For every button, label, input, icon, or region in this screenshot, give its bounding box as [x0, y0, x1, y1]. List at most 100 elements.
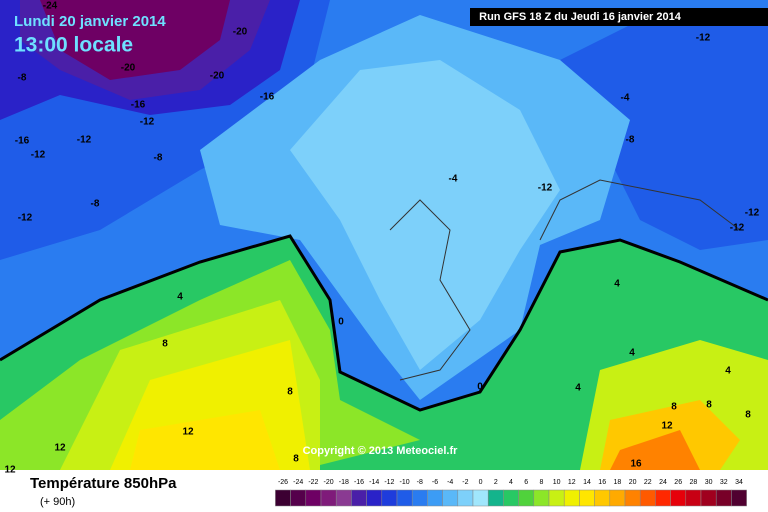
- contour-label: 12: [182, 427, 194, 438]
- scale-tick-label: 16: [598, 479, 606, 486]
- scale-swatch: [563, 489, 580, 507]
- scale-swatch: [579, 489, 595, 507]
- scale-swatch: [548, 489, 565, 507]
- contour-label: 16: [630, 459, 642, 470]
- scale-tick-label: 30: [705, 479, 713, 486]
- contour-label: -8: [154, 153, 163, 164]
- scale-swatch: [503, 489, 519, 507]
- contour-label: -8: [91, 199, 100, 210]
- contour-label: 8: [162, 339, 168, 350]
- scale-tick-label: -6: [432, 479, 438, 486]
- contour-label: 4: [614, 279, 620, 290]
- scale-tick-label: -8: [417, 479, 423, 486]
- contour-label: -4: [621, 93, 630, 104]
- scale-swatch: [487, 489, 504, 507]
- scale-tick-label: 28: [690, 479, 698, 486]
- scale-tick-label: -26: [278, 479, 288, 486]
- scale-swatch: [396, 489, 413, 507]
- contour-label: -12: [140, 117, 155, 128]
- contour-label: -12: [18, 213, 33, 224]
- scale-swatch: [518, 489, 535, 507]
- scale-tick-label: 8: [539, 479, 543, 486]
- run-info: Run GFS 18 Z du Jeudi 16 janvier 2014: [479, 11, 682, 23]
- scale-tick-label: -22: [308, 479, 318, 486]
- scale-tick-label: 34: [735, 479, 743, 486]
- scale-swatch: [594, 489, 611, 507]
- scale-tick-label: 18: [614, 479, 622, 486]
- scale-tick-label: 6: [524, 479, 528, 486]
- contour-label: 8: [706, 400, 712, 411]
- scale-swatch: [715, 489, 732, 507]
- contour-label: -4: [449, 174, 458, 185]
- contour-label: -8: [626, 135, 635, 146]
- scale-tick-label: 32: [720, 479, 728, 486]
- contour-label: 8: [287, 387, 293, 398]
- run-box: [470, 8, 768, 26]
- scale-swatch: [442, 489, 459, 507]
- contour-label: 4: [725, 366, 731, 377]
- contour-label: 12: [4, 465, 16, 476]
- scale-swatch: [427, 489, 443, 507]
- contour-label: -16: [15, 136, 30, 147]
- scale-tick-label: 4: [509, 479, 513, 486]
- scale-tick-label: 24: [659, 479, 667, 486]
- contour-label: -16: [131, 100, 146, 111]
- contour-label: 4: [575, 383, 581, 394]
- copyright: Copyright © 2013 Meteociel.fr: [303, 445, 459, 457]
- scale-tick-label: -14: [369, 479, 379, 486]
- scale-swatch: [609, 489, 626, 507]
- scale-swatch: [411, 489, 428, 507]
- contour-label: -20: [210, 71, 225, 82]
- scale-tick-label: -12: [384, 479, 394, 486]
- scale-swatch: [381, 489, 398, 507]
- scale-swatch: [472, 489, 489, 507]
- scale-tick-label: -2: [462, 479, 468, 486]
- color-scale: -26 -24 -22 -20 -18 -16 -14 -12 -10 -8 -6 -4 -2 0 2 4 6 8…: [275, 479, 747, 507]
- scale-swatch: [533, 489, 550, 507]
- contour-label: 8: [671, 402, 677, 413]
- scale-tick-label: 22: [644, 479, 652, 486]
- contour-label: -12: [538, 183, 553, 194]
- date: Lundi 20 janvier 2014: [14, 13, 166, 30]
- scale-tick-label: 26: [674, 479, 682, 486]
- time: 13:00 locale: [14, 34, 133, 57]
- scale-swatch: [457, 489, 474, 507]
- scale-swatch: [351, 489, 367, 507]
- scale-swatch: [290, 489, 307, 507]
- contour-label: 8: [745, 410, 751, 421]
- contour-labels: -24-20-20-20-8-16-16-12-16 -12-12 -8-8-12-…: [4, 1, 759, 476]
- contour-label: -12: [696, 33, 711, 44]
- footer-lead: (+ 90h): [40, 496, 75, 508]
- scale-swatch: [305, 489, 322, 507]
- contour-label: -12: [745, 208, 760, 219]
- scale-swatch: [275, 489, 291, 507]
- temperature-field: [0, 0, 768, 470]
- scale-swatch: [670, 489, 687, 507]
- scale-tick-label: -4: [447, 479, 453, 486]
- contour-label: 0: [338, 317, 344, 328]
- scale-swatch: [639, 489, 656, 507]
- scale-tick-label: -18: [339, 479, 349, 486]
- scale-tick-label: 20: [629, 479, 637, 486]
- scale-tick-label: -24: [293, 479, 303, 486]
- contour-label: -8: [18, 73, 27, 84]
- contour-label: 4: [629, 348, 635, 359]
- scale-tick-label: 2: [494, 479, 498, 486]
- scale-swatch: [655, 489, 671, 507]
- scale-swatch: [335, 489, 352, 507]
- scale-tick-label: -20: [324, 479, 334, 486]
- contour-label: -24: [43, 1, 58, 12]
- contour-label: -16: [260, 92, 275, 103]
- scale-swatch: [320, 489, 337, 507]
- contour-label: -20: [121, 63, 136, 74]
- scale-tick-label: 12: [568, 479, 576, 486]
- scale-swatch: [685, 489, 702, 507]
- contour-label: 8: [293, 454, 299, 465]
- scale-tick-label: 0: [479, 479, 483, 486]
- scale-swatch: [624, 489, 641, 507]
- contour-label: 12: [54, 443, 66, 454]
- contour-label: -12: [77, 135, 92, 146]
- scale-tick-label: -16: [354, 479, 364, 486]
